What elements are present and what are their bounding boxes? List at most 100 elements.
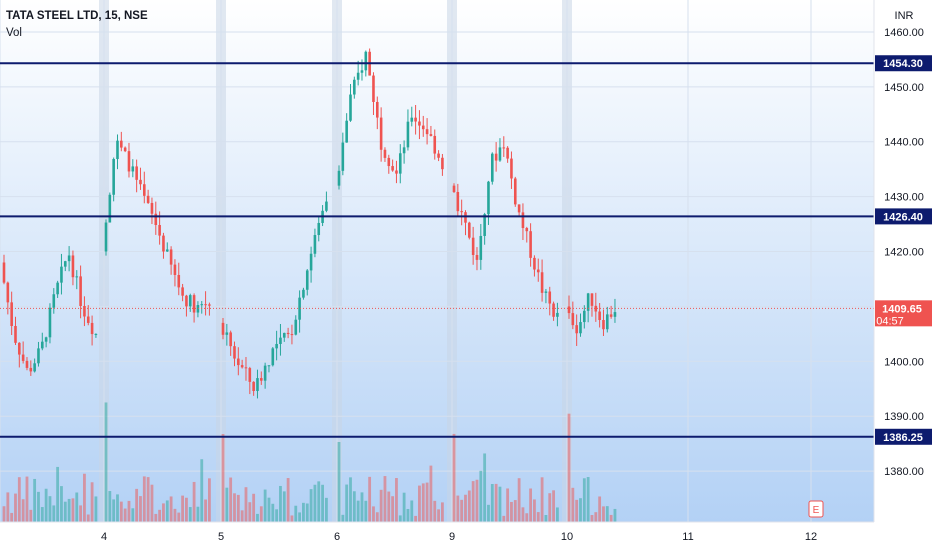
candle[interactable]	[337, 165, 341, 190]
candle[interactable]	[154, 201, 158, 235]
candle[interactable]	[521, 203, 525, 241]
candle[interactable]	[173, 259, 177, 287]
candle[interactable]	[282, 332, 286, 342]
candle[interactable]	[260, 371, 263, 385]
candle[interactable]	[256, 369, 259, 399]
candle[interactable]	[398, 144, 402, 184]
candle[interactable]	[104, 219, 108, 256]
candle[interactable]	[169, 246, 173, 275]
candle[interactable]	[200, 301, 204, 314]
candle[interactable]	[410, 106, 414, 127]
candle[interactable]	[94, 333, 98, 338]
candle[interactable]	[143, 171, 146, 204]
candle[interactable]	[298, 290, 301, 333]
candle[interactable]	[325, 191, 328, 213]
candle[interactable]	[2, 254, 6, 285]
candle[interactable]	[606, 306, 609, 333]
candle[interactable]	[6, 281, 10, 315]
candle[interactable]	[290, 324, 294, 345]
candle[interactable]	[25, 357, 29, 371]
candle[interactable]	[387, 154, 391, 174]
candle[interactable]	[294, 315, 298, 336]
candle[interactable]	[544, 288, 548, 304]
candle[interactable]	[567, 295, 571, 319]
candle[interactable]	[502, 136, 506, 157]
candle[interactable]	[598, 303, 601, 328]
candle[interactable]	[10, 291, 13, 336]
candle[interactable]	[391, 159, 394, 172]
candle[interactable]	[188, 293, 192, 312]
candle[interactable]	[150, 197, 154, 225]
candle[interactable]	[491, 152, 494, 185]
candle[interactable]	[571, 301, 575, 330]
candle[interactable]	[525, 226, 529, 243]
candle[interactable]	[356, 60, 360, 86]
candle[interactable]	[579, 313, 582, 337]
candle[interactable]	[313, 228, 317, 258]
candle[interactable]	[63, 260, 67, 272]
candle[interactable]	[71, 250, 75, 286]
candle[interactable]	[162, 232, 165, 259]
candle[interactable]	[609, 305, 613, 319]
candle[interactable]	[309, 246, 313, 283]
candle[interactable]	[123, 146, 127, 153]
candle[interactable]	[513, 176, 517, 207]
candle[interactable]	[441, 153, 444, 176]
candle[interactable]	[487, 180, 490, 225]
candle[interactable]	[406, 109, 410, 151]
candle[interactable]	[341, 132, 345, 176]
candle[interactable]	[225, 323, 229, 346]
candle[interactable]	[146, 189, 150, 205]
candle[interactable]	[83, 296, 86, 327]
candle[interactable]	[120, 131, 123, 152]
candle[interactable]	[575, 314, 578, 346]
candle[interactable]	[208, 302, 211, 316]
candle[interactable]	[267, 365, 271, 373]
candle[interactable]	[240, 359, 244, 369]
candle[interactable]	[460, 199, 463, 226]
candle[interactable]	[590, 293, 594, 317]
candle[interactable]	[177, 262, 181, 296]
candle[interactable]	[305, 269, 309, 296]
candle[interactable]	[86, 305, 90, 326]
candle[interactable]	[429, 125, 433, 137]
candle[interactable]	[583, 305, 586, 329]
candle[interactable]	[494, 142, 498, 172]
candle[interactable]	[286, 327, 290, 339]
candle[interactable]	[533, 255, 536, 277]
candle[interactable]	[613, 298, 617, 323]
candle[interactable]	[165, 242, 169, 252]
candle[interactable]	[79, 265, 82, 319]
candle[interactable]	[376, 96, 379, 130]
candle[interactable]	[353, 76, 356, 99]
candle[interactable]	[452, 183, 456, 193]
candle[interactable]	[456, 183, 460, 216]
candle[interactable]	[221, 318, 225, 340]
candle[interactable]	[116, 134, 119, 170]
candle[interactable]	[52, 288, 56, 314]
candle[interactable]	[75, 270, 79, 290]
candle[interactable]	[90, 315, 94, 346]
candle[interactable]	[483, 212, 486, 245]
candle[interactable]	[506, 146, 509, 163]
candle[interactable]	[139, 167, 142, 190]
candle[interactable]	[479, 223, 483, 270]
candle[interactable]	[271, 346, 275, 367]
candle[interactable]	[536, 258, 540, 282]
candle[interactable]	[475, 247, 479, 271]
candle[interactable]	[37, 341, 40, 367]
candle[interactable]	[185, 294, 188, 317]
candle[interactable]	[192, 293, 196, 323]
candle[interactable]	[112, 157, 115, 202]
candle[interactable]	[468, 221, 471, 240]
candle[interactable]	[464, 210, 467, 236]
candle[interactable]	[127, 142, 131, 178]
candle[interactable]	[548, 286, 552, 316]
footer-icon-button[interactable]: E	[808, 500, 824, 518]
candle[interactable]	[418, 110, 421, 140]
candle[interactable]	[317, 217, 321, 242]
candle[interactable]	[204, 291, 207, 316]
candle[interactable]	[368, 48, 371, 76]
candle[interactable]	[379, 107, 383, 162]
